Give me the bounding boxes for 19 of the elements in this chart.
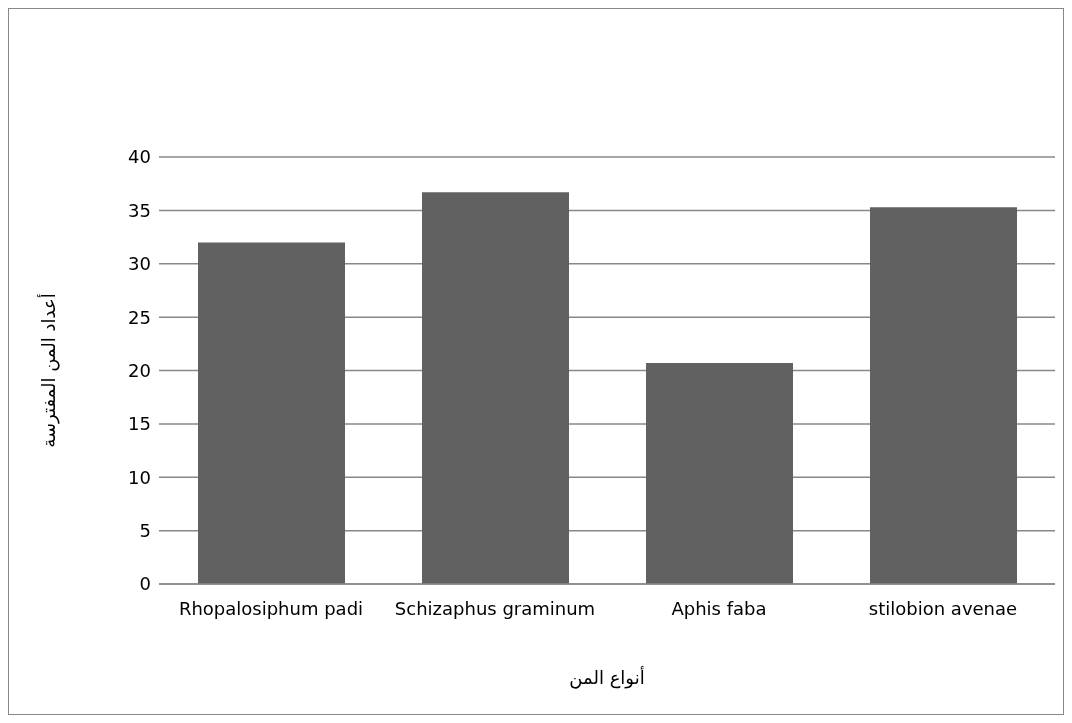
y-tick-label: 20 [128,359,151,381]
bar [422,192,569,584]
y-axis-title: أعداد المن المفترسة [37,293,61,448]
bar [198,242,345,584]
x-tick-label: Rhopalosiphum padi [178,597,364,619]
bar [870,207,1017,584]
y-tick-label: 30 [128,253,151,275]
y-tick-label: 10 [128,466,151,488]
bar [646,363,793,584]
x-tick-label: Schizaphus graminum [394,597,596,619]
y-tick-label: 5 [139,520,151,542]
y-tick-label: 40 [128,146,151,168]
y-tick-label: 35 [128,199,151,221]
y-tick-label: 0 [139,573,151,595]
x-tick-label: stilobion avenae [868,597,1018,619]
x-axis-title: أنواع المن [569,666,645,689]
y-tick-label: 25 [128,306,151,328]
x-tick-label: Aphis faba [671,597,767,619]
y-tick-label: 15 [128,413,151,435]
